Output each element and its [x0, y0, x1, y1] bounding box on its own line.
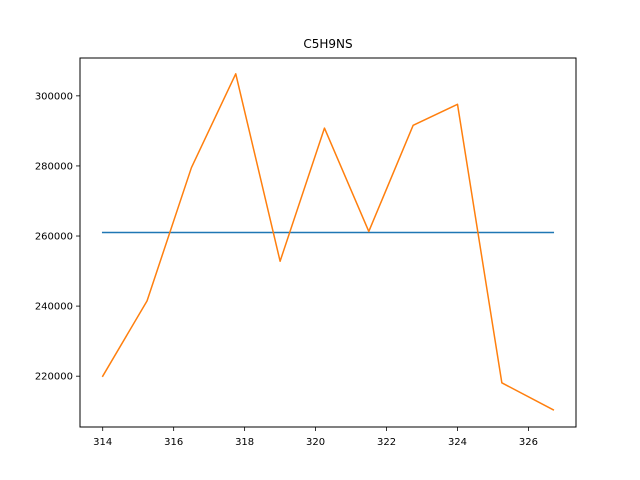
- x-tick-label-324: 324: [448, 437, 467, 448]
- x-tick-label-320: 320: [306, 437, 325, 448]
- chart-title: C5H9NS: [303, 37, 352, 51]
- y-tick-label-300000: 300000: [35, 91, 73, 102]
- x-tick-label-322: 322: [377, 437, 396, 448]
- x-tick-label-318: 318: [235, 437, 254, 448]
- x-tick-label-326: 326: [519, 437, 538, 448]
- y-tick-label-280000: 280000: [35, 161, 73, 172]
- y-tick-label-220000: 220000: [35, 372, 73, 383]
- plot-frame: [79, 57, 577, 428]
- y-tick-label-260000: 260000: [35, 232, 73, 243]
- x-tick-label-314: 314: [93, 437, 112, 448]
- series-line-2: [101, 73, 555, 411]
- y-tick-label-240000: 240000: [35, 302, 73, 313]
- x-axis: 314 316 318 320 322 324 326: [93, 427, 538, 448]
- series-layer: [101, 73, 555, 411]
- x-tick-label-316: 316: [164, 437, 183, 448]
- y-axis: 220000 240000 260000 280000 300000: [35, 91, 80, 383]
